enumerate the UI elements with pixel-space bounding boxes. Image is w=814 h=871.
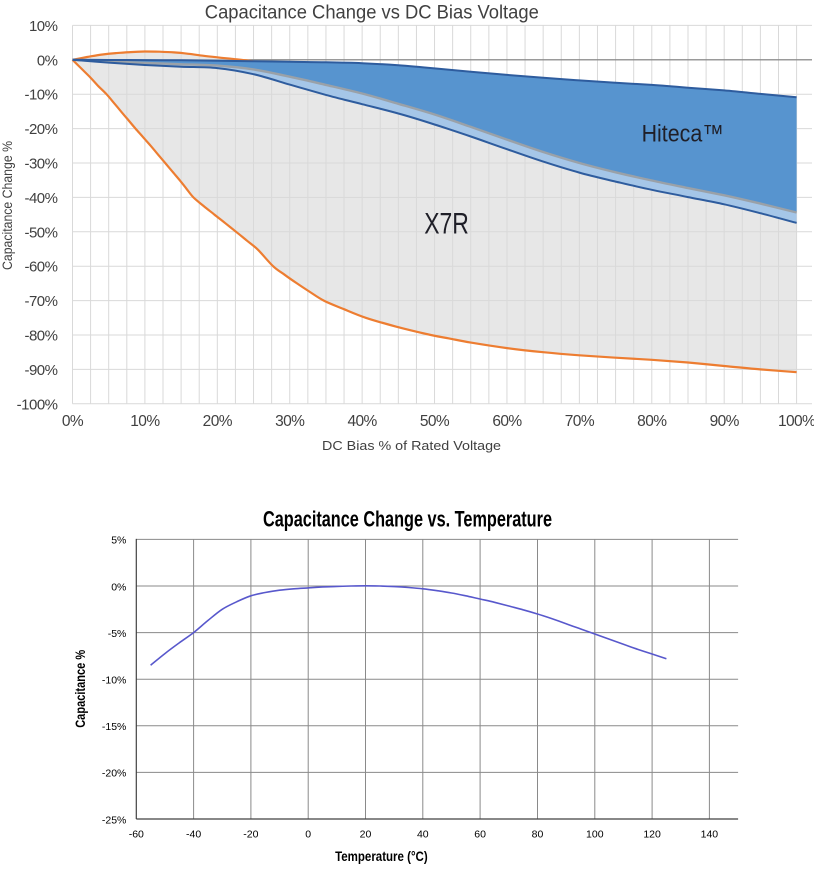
svg-text:40%: 40% <box>347 413 377 430</box>
svg-text:-80%: -80% <box>24 328 57 345</box>
svg-text:X7R: X7R <box>424 208 469 241</box>
svg-text:100%: 100% <box>778 413 814 430</box>
svg-text:-5%: -5% <box>108 628 127 640</box>
svg-text:-20%: -20% <box>102 768 127 780</box>
svg-text:-20%: -20% <box>24 121 57 138</box>
svg-text:-20: -20 <box>243 829 258 841</box>
svg-text:10%: 10% <box>130 413 160 430</box>
svg-text:120: 120 <box>643 829 661 841</box>
svg-text:10%: 10% <box>29 18 58 35</box>
svg-text:-10%: -10% <box>24 87 57 104</box>
svg-text:-70%: -70% <box>24 293 57 310</box>
svg-text:0%: 0% <box>62 413 84 430</box>
svg-text:80%: 80% <box>637 413 667 430</box>
svg-text:-25%: -25% <box>102 814 127 826</box>
svg-text:0%: 0% <box>111 581 126 593</box>
svg-text:0%: 0% <box>37 52 58 69</box>
svg-text:-50%: -50% <box>24 224 57 241</box>
svg-text:30%: 30% <box>275 413 305 430</box>
svg-text:-100%: -100% <box>17 396 58 413</box>
svg-text:Capacitance %: Capacitance % <box>72 649 88 727</box>
svg-text:-40: -40 <box>186 829 201 841</box>
svg-text:-60%: -60% <box>24 259 57 276</box>
svg-text:Capacitance Change vs DC Bias: Capacitance Change vs DC Bias Voltage <box>205 3 539 24</box>
svg-text:Temperature (°C): Temperature (°C) <box>335 848 428 864</box>
svg-text:50%: 50% <box>420 413 450 430</box>
svg-text:0: 0 <box>305 829 311 841</box>
svg-text:-10%: -10% <box>102 675 127 687</box>
svg-text:90%: 90% <box>710 413 740 430</box>
svg-text:40: 40 <box>417 829 429 841</box>
svg-text:20: 20 <box>360 829 372 841</box>
svg-text:Hiteca™: Hiteca™ <box>642 121 724 148</box>
svg-text:Capacitance Change vs. Tempera: Capacitance Change vs. Temperature <box>263 507 552 532</box>
svg-text:-60: -60 <box>129 829 144 841</box>
svg-text:80: 80 <box>532 829 544 841</box>
svg-text:60%: 60% <box>492 413 522 430</box>
svg-text:5%: 5% <box>111 535 126 547</box>
svg-text:-30%: -30% <box>24 156 57 173</box>
svg-text:70%: 70% <box>565 413 595 430</box>
svg-text:140: 140 <box>701 829 719 841</box>
svg-text:20%: 20% <box>203 413 233 430</box>
svg-text:60: 60 <box>474 829 486 841</box>
svg-text:-40%: -40% <box>24 190 57 207</box>
svg-text:-15%: -15% <box>102 721 127 733</box>
svg-text:100: 100 <box>586 829 604 841</box>
svg-text:DC Bias % of Rated Voltage: DC Bias % of Rated Voltage <box>322 438 501 453</box>
svg-text:Capacitance Change %: Capacitance Change % <box>0 141 15 270</box>
svg-text:-90%: -90% <box>24 362 57 379</box>
